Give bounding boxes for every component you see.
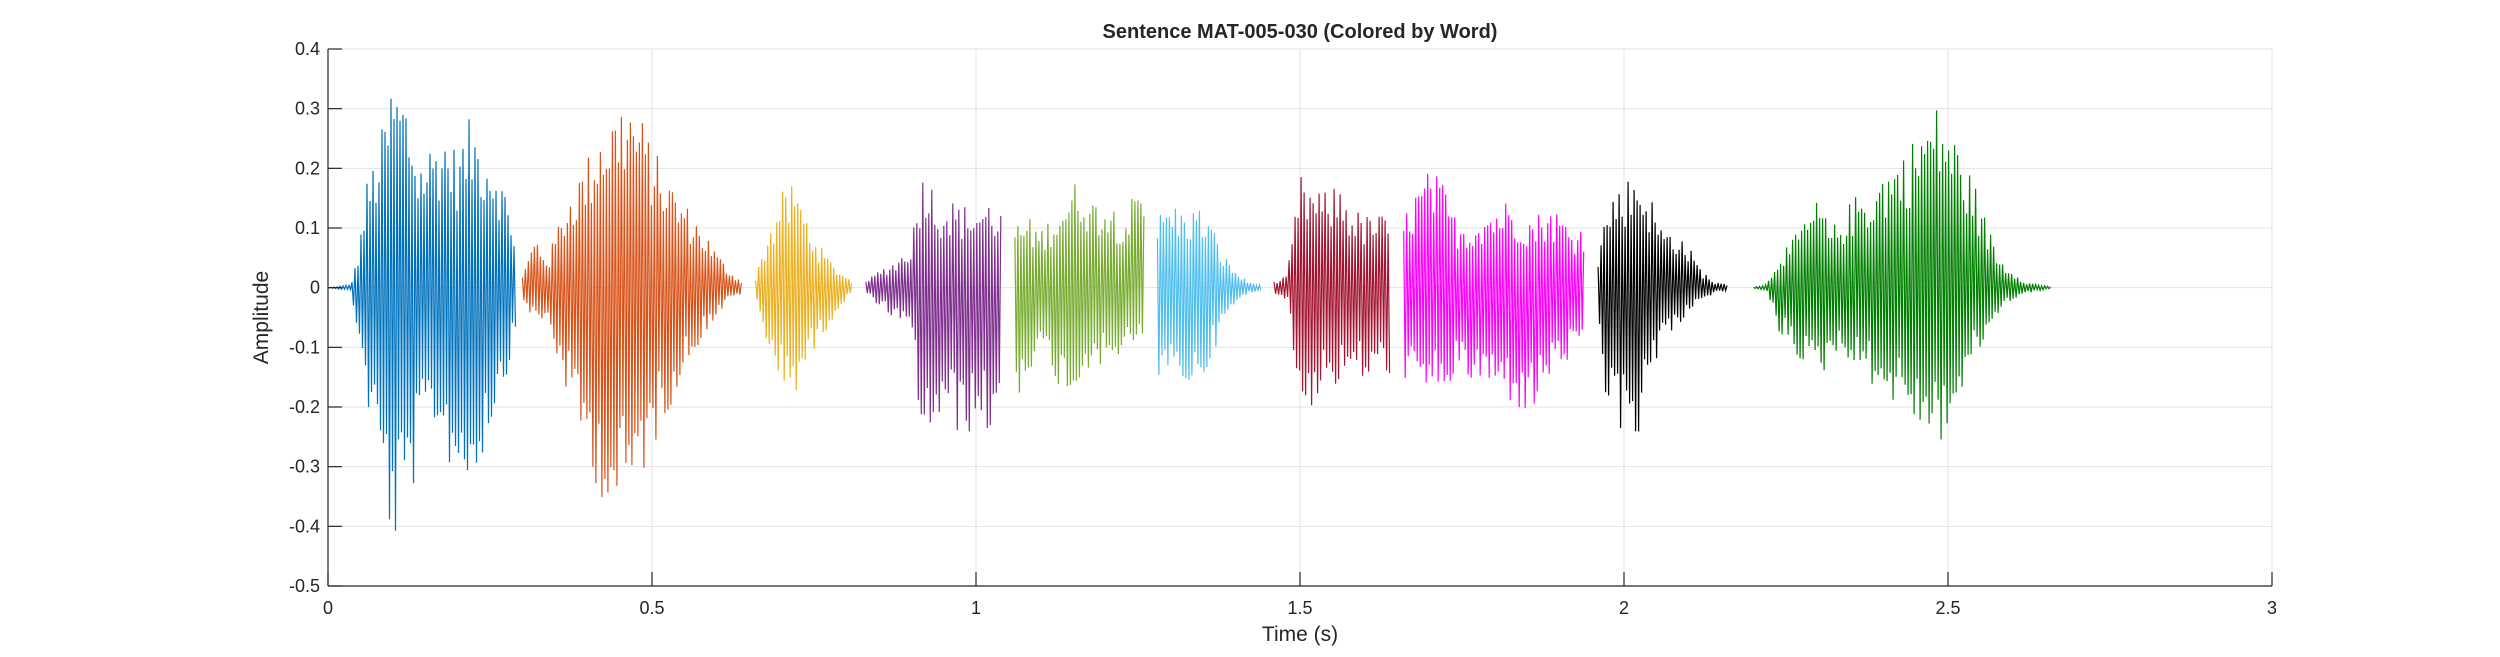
- word-waveform-5: [1014, 184, 1145, 393]
- waveform-series-layer: [327, 98, 2052, 531]
- word-waveform-10: [1753, 110, 2052, 440]
- word-waveform-8: [1403, 173, 1585, 409]
- x-tick-label: 1.5: [1287, 598, 1312, 618]
- x-tick-label: 0.5: [639, 598, 664, 618]
- y-tick-label: 0.4: [295, 39, 320, 59]
- y-tick-label: -0.4: [289, 516, 320, 536]
- word-waveform-9: [1597, 181, 1728, 432]
- x-axis-label: Time (s): [1262, 623, 1338, 646]
- y-tick-label: -0.1: [289, 337, 320, 357]
- y-tick-label: 0.1: [295, 218, 320, 238]
- y-tick-label: 0: [310, 278, 320, 298]
- word-waveform-4: [865, 182, 1002, 432]
- y-axis-label: Amplitude: [250, 271, 273, 364]
- word-waveform-2: [521, 116, 742, 498]
- y-tick-label: -0.5: [289, 576, 320, 596]
- word-waveform-6: [1156, 208, 1262, 380]
- x-tick-label: 2: [1619, 598, 1629, 618]
- word-waveform-1: [327, 98, 517, 531]
- y-tick-label: 0.2: [295, 158, 320, 178]
- x-tick-label: 1: [971, 598, 981, 618]
- y-tick-label: -0.3: [289, 457, 320, 477]
- x-tick-label: 3: [2267, 598, 2277, 618]
- x-tick-label: 0: [323, 598, 333, 618]
- chart-title: Sentence MAT-005-030 (Colored by Word): [1103, 21, 1498, 43]
- word-waveform-7: [1273, 177, 1391, 406]
- x-tick-label: 2.5: [1935, 598, 1960, 618]
- y-tick-label: 0.3: [295, 99, 320, 119]
- axes: 0 0.5 1 1.5 2 2.5 3 -0.5 -0.4 -0.3 -0.2 -0.1 0 0.1 0.2…: [289, 39, 2277, 618]
- y-tick-label: -0.2: [289, 397, 320, 417]
- word-waveform-3: [755, 186, 853, 391]
